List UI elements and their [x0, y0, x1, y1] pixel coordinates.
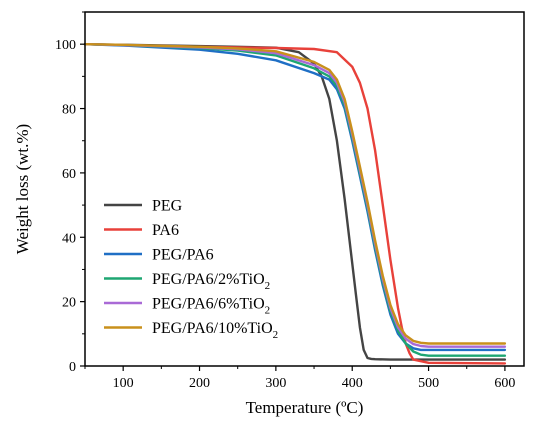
axis-tick-labels: 100 200 300 400 500 600 0 20 40 60 80 100: [55, 38, 515, 391]
y-axis-label: Weight loss (wt.%): [13, 124, 32, 254]
y-tick-label: 60: [62, 167, 76, 182]
x-tick-label: 500: [418, 376, 439, 391]
y-tick-label: 40: [62, 231, 76, 246]
series-curves: [83, 43, 507, 365]
x-axis-label: Temperature (ºC): [246, 398, 364, 417]
legend-label: PEG: [152, 198, 183, 215]
x-tick-label: 200: [189, 376, 210, 391]
x-tick-label: 300: [265, 376, 286, 391]
y-tick-label: 0: [69, 360, 76, 375]
x-tick-label: 400: [342, 376, 363, 391]
series-line: [83, 43, 507, 348]
y-tick-label: 80: [62, 103, 76, 118]
x-tick-label: 100: [113, 376, 134, 391]
legend-label: PA6: [152, 222, 179, 239]
y-tick-label: 100: [55, 38, 76, 53]
legend-label: PEG/PA6: [152, 247, 214, 264]
series-line: [83, 43, 507, 361]
series-line: [83, 43, 507, 352]
legend-label: PEG/PA6/6%TiO2: [152, 296, 270, 317]
legend-label: PEG/PA6/2%TiO2: [152, 271, 270, 292]
series-line: [83, 43, 507, 365]
plot-frame: [84, 11, 525, 367]
series-line: [83, 43, 507, 357]
legend-label: PEG/PA6/10%TiO2: [152, 320, 278, 341]
legend: PEG PA6 PEG/PA6 PEG/PA6/2%TiO2 PEG/PA6/6%TiO…: [104, 198, 278, 341]
axis-ticks: [80, 11, 506, 371]
x-tick-label: 600: [494, 376, 515, 391]
series-line: [83, 43, 507, 345]
y-tick-label: 20: [62, 296, 76, 311]
